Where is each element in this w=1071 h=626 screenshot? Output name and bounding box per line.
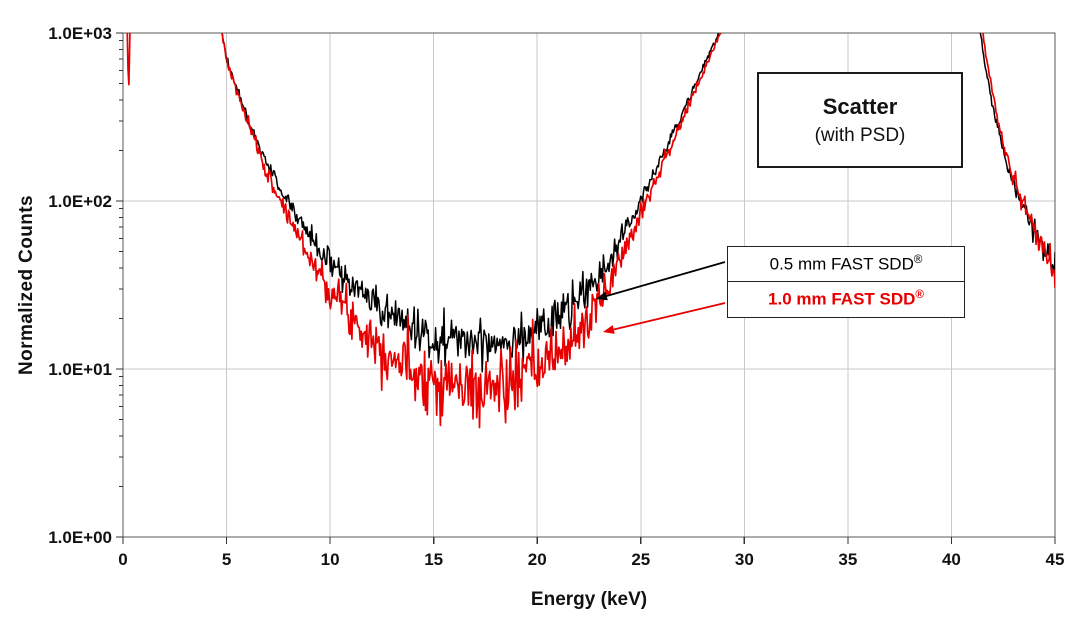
x-axis-title: Energy (keV) (530, 589, 648, 610)
x-tick-label: 25 (631, 550, 650, 569)
x-tick-label: 5 (222, 550, 231, 569)
series-labels: 0.5 mm FAST SDD® 1.0 mm FAST SDD® (727, 246, 965, 318)
y-tick-label: 1.0E+00 (48, 528, 112, 547)
x-tick-label: 0 (118, 550, 127, 569)
y-axis-title: Normalized Counts (16, 195, 37, 375)
scatter-annotation-box: Scatter (with PSD) (757, 72, 963, 168)
x-tick-label: 35 (838, 550, 857, 569)
x-tick-label: 30 (735, 550, 754, 569)
series-path-0.5mm (221, 33, 720, 373)
annotation-arrow-head (603, 325, 615, 334)
y-tick-label: 1.0E+03 (48, 24, 112, 43)
annotation-arrow-head (596, 291, 608, 301)
x-tick-label: 20 (528, 550, 547, 569)
series-label-1.0mm-text: 1.0 mm FAST SDD (768, 289, 916, 309)
series-label-0.5mm: 0.5 mm FAST SDD® (727, 246, 965, 283)
annotation-arrow-line (613, 302, 726, 331)
series-group (126, 33, 1055, 429)
x-tick-label: 10 (321, 550, 340, 569)
x-tick-label: 45 (1046, 550, 1065, 569)
x-tick-label: 15 (424, 550, 443, 569)
y-tick-label: 1.0E+02 (48, 192, 112, 211)
series-path-1.0mm (126, 33, 131, 86)
series-path-1.0mm (982, 33, 1055, 288)
series-path-1.0mm (221, 33, 722, 429)
series-label-1.0mm: 1.0 mm FAST SDD® (727, 281, 965, 318)
registered-mark: ® (913, 254, 923, 266)
y-tick-label: 1.0E+01 (48, 360, 112, 379)
registered-mark: ® (915, 289, 924, 302)
series-label-0.5mm-text: 0.5 mm FAST SDD (769, 254, 914, 274)
annotation-arrow-line (606, 261, 726, 297)
scatter-annotation-subtitle: (with PSD) (814, 124, 906, 146)
x-tick-label: 40 (942, 550, 961, 569)
scatter-annotation-title: Scatter (822, 93, 898, 119)
series-path-0.5mm (979, 33, 1055, 274)
